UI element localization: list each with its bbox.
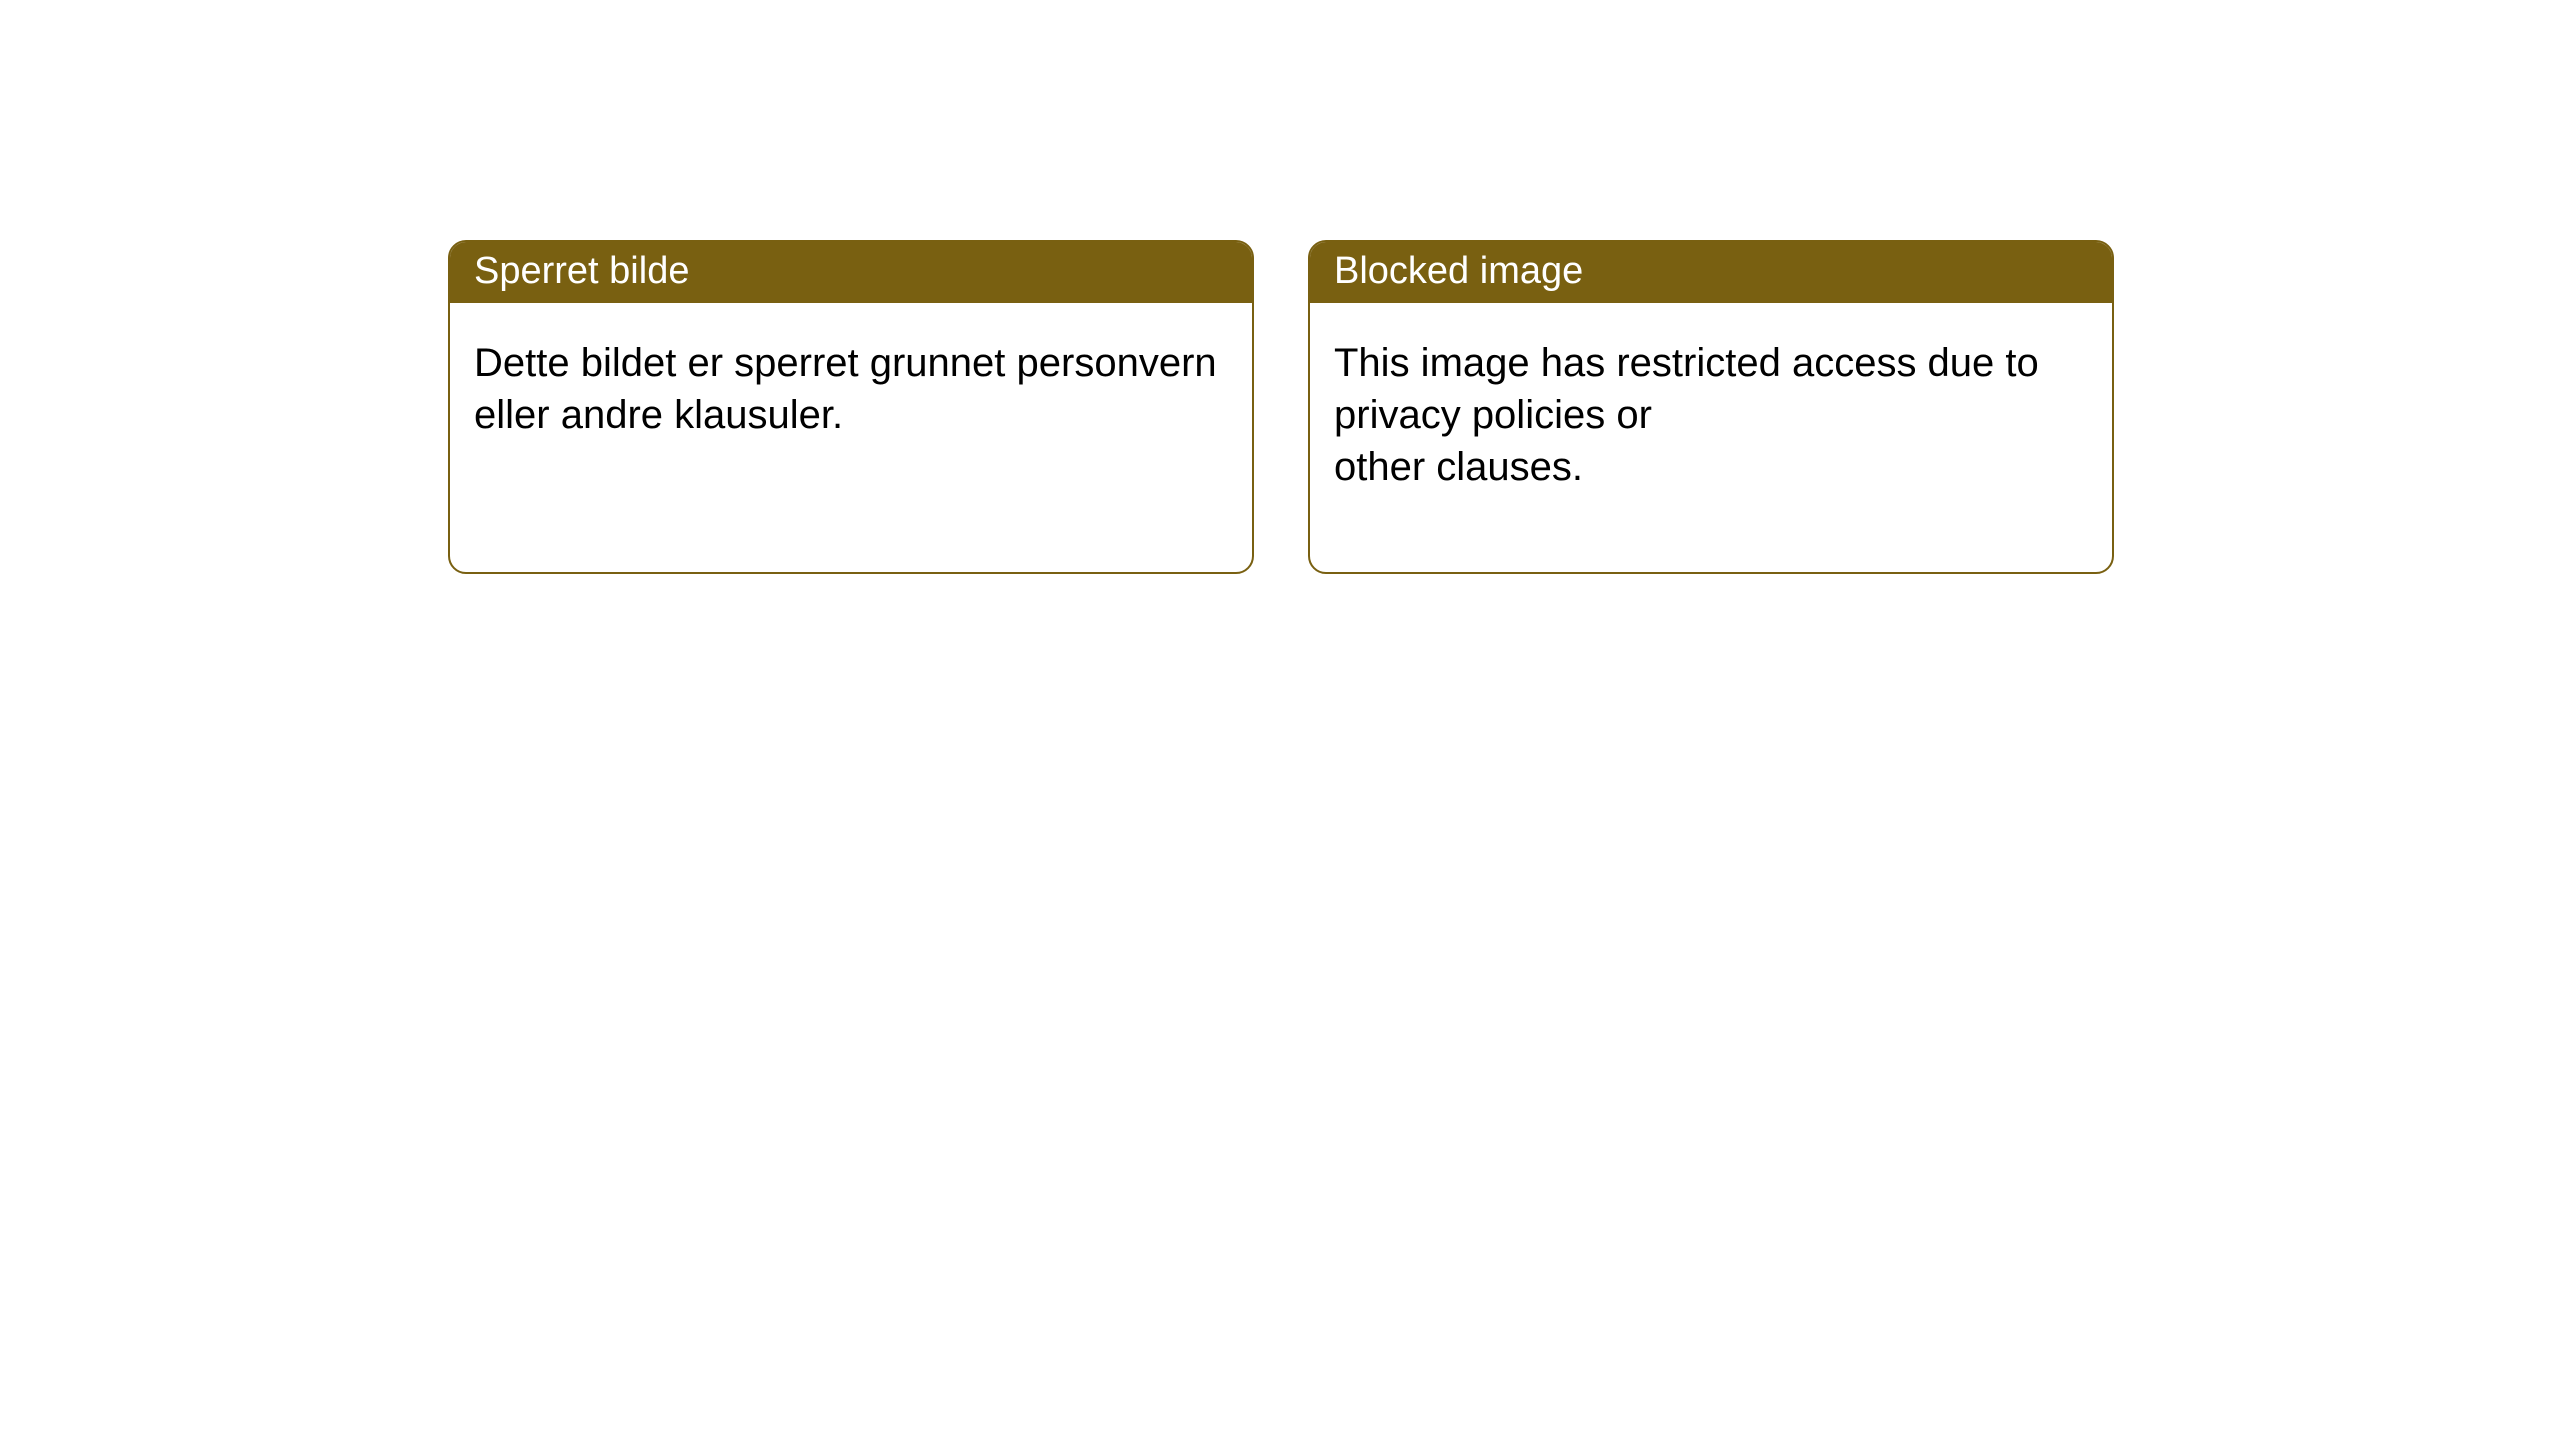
card-body: This image has restricted access due to … (1310, 303, 2112, 517)
card-header: Blocked image (1310, 242, 2112, 303)
card-header: Sperret bilde (450, 242, 1252, 303)
card-body: Dette bildet er sperret grunnet personve… (450, 303, 1252, 465)
cards-container: Sperret bilde Dette bildet er sperret gr… (0, 0, 2560, 574)
blocked-image-card-en: Blocked image This image has restricted … (1308, 240, 2114, 574)
blocked-image-card-no: Sperret bilde Dette bildet er sperret gr… (448, 240, 1254, 574)
